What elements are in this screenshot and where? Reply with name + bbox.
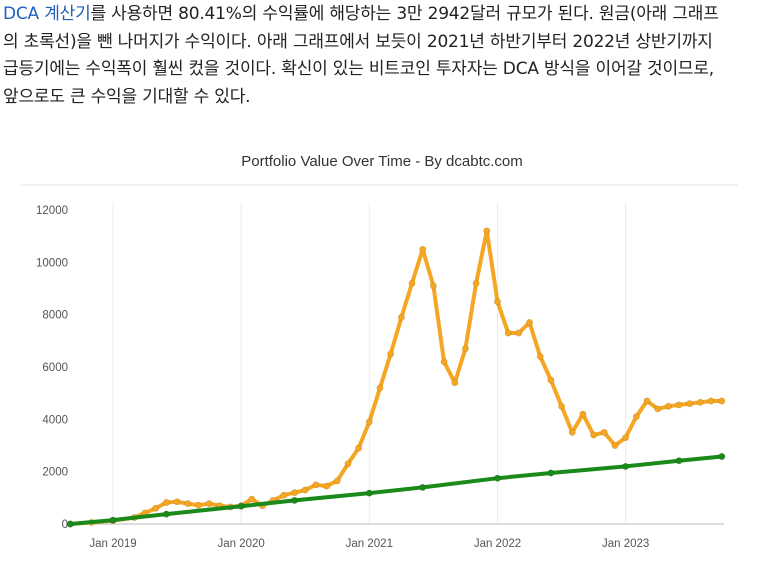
data-point [461, 345, 469, 353]
data-point [451, 379, 459, 387]
x-tick-label: Jan 2019 [89, 538, 136, 550]
data-point [365, 489, 373, 497]
series-line-1 [68, 228, 724, 526]
y-tick-label: 8000 [42, 310, 68, 322]
data-point [504, 329, 512, 337]
data-point [515, 329, 523, 337]
data-point [643, 397, 651, 405]
data-point [632, 413, 640, 421]
data-point [291, 496, 299, 504]
data-point [237, 502, 245, 510]
data-point [707, 397, 715, 405]
data-point [109, 516, 117, 524]
data-point [344, 460, 352, 468]
data-point [301, 486, 309, 494]
x-tick-label: Jan 2022 [474, 538, 521, 550]
data-point [333, 477, 341, 485]
data-point [590, 431, 598, 439]
article-line-2: 의 초록선)을 뺀 나머지가 수익이다. 아래 그래프에서 보듯이 2021년 … [3, 31, 713, 52]
data-point [365, 418, 373, 426]
data-point [205, 500, 213, 508]
data-point [568, 428, 576, 436]
data-point [162, 510, 170, 518]
x-tick-label: Jan 2023 [602, 538, 649, 550]
data-point [547, 469, 555, 477]
data-point [248, 495, 256, 503]
data-point [323, 482, 331, 490]
data-point [440, 358, 448, 366]
article-line-3: 급등기에는 수익폭이 훨씬 컸을 것이다. 확신이 있는 비트코인 투자자는 D… [3, 59, 715, 79]
data-point [152, 504, 160, 512]
data-point [558, 402, 566, 410]
y-tick-label: 6000 [42, 362, 68, 374]
data-point [419, 483, 427, 491]
data-point [66, 520, 74, 528]
data-point [429, 282, 437, 290]
data-point [493, 298, 501, 306]
data-point [675, 457, 683, 465]
data-point [718, 397, 726, 405]
data-point [408, 279, 416, 287]
y-tick-label: 4000 [42, 414, 68, 426]
data-point [525, 318, 533, 326]
data-point [355, 444, 363, 452]
data-point [664, 402, 672, 410]
data-point [280, 491, 288, 499]
data-point [675, 401, 683, 409]
data-point [291, 489, 299, 497]
data-point [493, 474, 501, 482]
series-line-2 [68, 454, 724, 526]
data-point [611, 441, 619, 449]
data-point [536, 352, 544, 360]
data-point [654, 405, 662, 413]
data-point [622, 434, 630, 442]
y-tick-label: 2000 [42, 467, 68, 479]
data-point [718, 452, 726, 460]
chart-title: Portfolio Value Over Time - By dcabtc.co… [241, 153, 523, 170]
data-point [312, 481, 320, 489]
data-point [696, 398, 704, 406]
y-tick-label: 10000 [36, 257, 68, 269]
dca-calculator-link[interactable]: DCA 계산기 [3, 4, 91, 24]
article-line-1: DCA 계산기를 사용하면 80.41%의 수익률에 해당하는 3만 2942달… [3, 1, 759, 29]
data-point [600, 428, 608, 436]
article-line-4: 앞으로도 큰 수익을 기대할 수 있다. [3, 86, 251, 107]
data-point [686, 400, 694, 408]
data-point [173, 498, 181, 506]
data-point [472, 279, 480, 287]
data-point [376, 384, 384, 392]
data-point [579, 410, 587, 418]
data-point [387, 350, 395, 358]
y-tick-label: 12000 [36, 205, 68, 217]
article-paragraph: DCA 계산기를 사용하면 80.41%의 수익률에 해당하는 3만 2942달… [3, 1, 759, 111]
data-point [162, 498, 170, 506]
data-point [483, 227, 491, 235]
data-point [184, 500, 192, 508]
x-tick-label: Jan 2020 [217, 538, 264, 550]
data-point [419, 245, 427, 253]
x-tick-label: Jan 2021 [346, 538, 393, 550]
y-tick-label: 0 [62, 519, 68, 531]
data-point [397, 313, 405, 321]
article-text-1: 를 사용하면 80.41%의 수익률에 해당하는 3만 2942달러 규모가 된… [90, 4, 719, 24]
data-point [547, 376, 555, 384]
data-point [194, 501, 202, 509]
data-point [622, 462, 630, 470]
